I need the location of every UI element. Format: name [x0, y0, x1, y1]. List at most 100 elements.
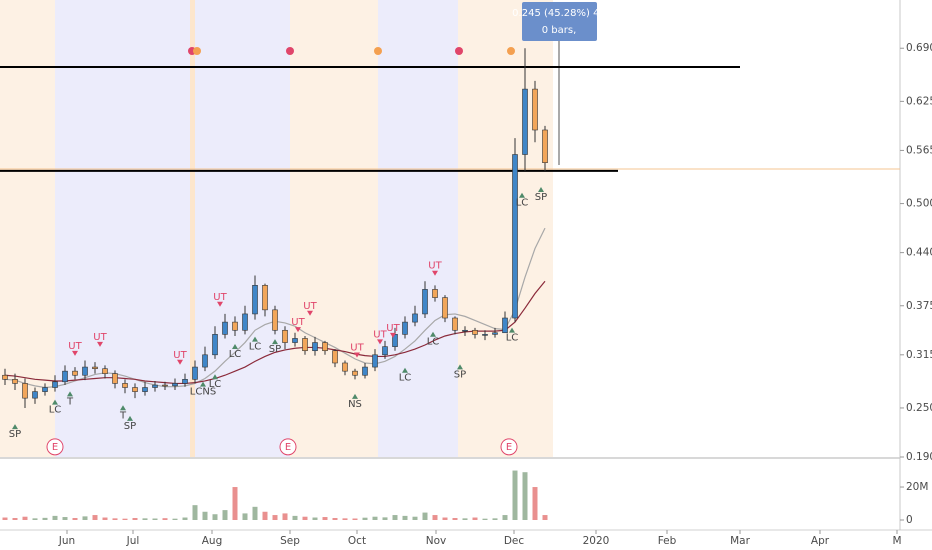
earnings-marker: [279, 438, 297, 456]
signal-marker: [252, 336, 258, 342]
top-icons: [188, 47, 515, 55]
volume-bar: [402, 515, 408, 520]
candle-body: [342, 362, 348, 372]
candle-body: [362, 366, 368, 376]
y-tick-label: 0.375: [906, 300, 932, 312]
session-band: [378, 0, 458, 457]
volume-bar: [472, 517, 478, 520]
candle-body: [522, 88, 528, 155]
candle-body: [282, 329, 288, 343]
volume-bar: [42, 517, 48, 520]
volume-bar: [312, 517, 318, 520]
volume-bar: [182, 517, 188, 520]
signal-marker: [212, 374, 218, 380]
volume-bar: [532, 487, 538, 520]
signal-marker: [217, 301, 223, 307]
volume-bar: [232, 487, 238, 520]
volume-bar: [212, 514, 218, 520]
candle-body: [252, 285, 258, 315]
candle-body: [232, 321, 238, 331]
candle-body: [222, 321, 228, 335]
volume-bar: [502, 515, 508, 520]
candle-body: [432, 289, 438, 298]
candle-body: [192, 366, 198, 380]
candle-body: [62, 370, 68, 383]
signal-marker: [307, 310, 313, 316]
volume-bar: [272, 515, 278, 520]
signal-marker: [352, 393, 358, 399]
volume-bar: [262, 511, 268, 520]
volume-bar: [12, 518, 18, 520]
session-band: [290, 0, 378, 457]
earnings-marker: [500, 438, 518, 456]
y-tick-label: 0.190: [906, 451, 932, 463]
signal-label: LC: [229, 349, 242, 360]
volume-bar: [482, 518, 488, 520]
tooltip-line: 0 bars,: [542, 25, 577, 36]
volume-bar: [352, 518, 358, 520]
y-tick-label: 0.500: [906, 198, 932, 210]
candle-body: [332, 350, 338, 364]
y-tick-label: 0.250: [906, 402, 932, 414]
volume-bar: [142, 518, 148, 520]
volume-bar: [522, 472, 528, 520]
volume-bar: [252, 506, 258, 520]
x-tick-label: Apr: [811, 535, 830, 547]
event-icon: [374, 47, 382, 55]
signal-label: SP: [535, 192, 547, 203]
volume-bar: [342, 518, 348, 520]
candle-body: [172, 383, 178, 387]
signal-marker: [67, 391, 73, 397]
signal-marker: [457, 364, 463, 370]
y-tick-label: 0.690: [906, 42, 932, 54]
x-tick-label: Jun: [58, 535, 75, 547]
earnings-marker: [46, 438, 64, 456]
session-backgrounds: [0, 0, 553, 457]
x-tick-label: M: [892, 535, 901, 547]
candle-body: [372, 354, 378, 368]
volume-bar: [72, 518, 78, 520]
volume-bar: [242, 513, 248, 520]
x-tick-label: Oct: [348, 535, 366, 547]
volume-tick-label: 0: [906, 514, 913, 526]
candle-body: [82, 366, 88, 376]
signal-marker: [377, 339, 383, 345]
signal-marker: [97, 341, 103, 347]
signal-label: LC: [249, 342, 262, 353]
signal-label: LC: [209, 379, 222, 390]
x-tick-label: Mar: [730, 535, 750, 547]
volume-bar: [542, 515, 548, 520]
signal-marker: [200, 381, 206, 387]
earnings-label: E: [506, 442, 512, 453]
volume-bar: [172, 518, 178, 520]
signal-label: SP: [454, 369, 466, 380]
candle-body: [142, 387, 148, 392]
x-tick-label: 2020: [583, 535, 610, 547]
signal-label: UT: [373, 329, 387, 340]
volume-bar: [382, 517, 388, 520]
candle-body: [422, 289, 428, 315]
signal-label: LCNS: [190, 387, 216, 398]
session-band: [190, 0, 195, 457]
signal-label: T: [119, 410, 127, 421]
candle-body: [112, 373, 118, 384]
volume-bar: [282, 513, 288, 520]
volume-bar: [62, 517, 68, 520]
candle-body: [442, 297, 448, 319]
volume-tick-label: 20M: [906, 481, 928, 493]
candle-body: [162, 384, 168, 387]
signal-marker: [538, 187, 544, 193]
volume-bar: [122, 518, 128, 520]
signal-label: UT: [291, 317, 305, 328]
session-band: [195, 0, 290, 457]
volume-bar: [32, 518, 38, 520]
event-icon: [193, 47, 201, 55]
volume-bar: [92, 515, 98, 520]
signal-label: NS: [348, 399, 362, 410]
volume-bar: [512, 470, 518, 520]
volume-bar: [52, 515, 58, 520]
candle-body: [132, 387, 138, 392]
signal-label: UT: [93, 332, 107, 343]
x-tick-label: Aug: [202, 535, 223, 547]
candle-body: [482, 334, 488, 336]
